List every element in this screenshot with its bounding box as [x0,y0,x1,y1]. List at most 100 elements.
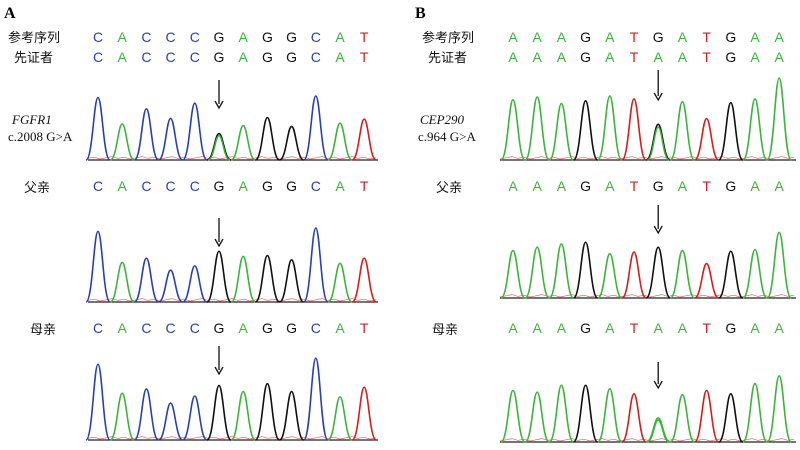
panel-b-mother-peak [524,391,550,443]
panel-a-proband-arrow-head [214,100,224,110]
panel-a-mother-base: C [141,320,151,336]
panel-a-father-base: C [311,178,321,194]
panel-b-father-peak [621,251,647,299]
panel-a-proband-base: C [311,49,321,65]
panel-b-ref-base: G [653,29,664,45]
panel-a-ref-base: C [311,29,321,45]
panel-b-proband-peak [548,102,575,161]
panel-b-proband-base: A [654,49,664,65]
panel-letter-b: B [415,5,426,22]
panel-a-mother-peak [327,396,353,441]
panel-a-ref-base: C [141,29,151,45]
panel-a-father-base: A [239,178,249,194]
panel-a-mother-peak [230,390,256,441]
panel-a-proband-base: A [118,49,128,65]
panel-b-mother-peak [742,382,768,443]
panel-a-mother-base: G [286,320,297,336]
panel-a-mother-base: C [166,320,176,336]
panel-b-mother-base: T [630,320,639,336]
panel-a-father-peak [206,250,232,303]
panel-a-ref-base: C [93,29,103,45]
panel-b-mother-peak [766,374,792,443]
panel-b-father-arrow-head [653,225,663,235]
panel-b-mother-arrow-head [653,380,663,390]
panel-a-ref-base: A [118,29,128,45]
panel-b-mother-peak [597,387,623,443]
panel-b-mother-base: A [775,320,785,336]
panel-a-ref-base: G [286,29,297,45]
panel-a-mother-base: G [262,320,273,336]
panel-b-proband-base: T [630,49,639,65]
panel-a-proband-secondary-peak [207,134,231,161]
panel-b-father-peak [742,248,768,299]
panel-a-mother-base: A [239,320,249,336]
panel-b-father-peak [718,250,744,299]
panel-a-proband-peak [230,124,256,161]
panel-a-mother-peak [158,402,184,441]
panel-a-father-peak [327,262,353,303]
panel-b-father-base: A [557,178,567,194]
panel-b-ref-base: T [702,29,711,45]
panel-b-father-peak [572,241,599,299]
panel-a-proband-peak [254,116,281,161]
panel-b-proband-noise-trace [499,156,795,160]
panel-a-proband-peak [85,96,111,161]
panel-b-father-base: A [605,178,615,194]
panel-a-father-base: G [262,178,273,194]
panel-b-proband-base: A [775,49,785,65]
panel-b-father-peak [500,249,526,299]
panel-b-proband-base: A [750,49,760,65]
panel-b-father-peak [597,252,623,299]
panel-b-proband-arrow-head [653,92,663,102]
panel-a-proband-peak [157,117,184,161]
panel-a-mother-peak [254,382,281,441]
panel-b-father-base: A [750,178,760,194]
panel-b-mother-base: A [654,320,664,336]
panel-b-mother-base: A [557,320,567,336]
panel-b-father-base: G [653,178,664,194]
panel-a-father-base: C [190,178,200,194]
panel-b-proband-base: A [533,49,543,65]
panel-a-father-base: A [335,178,345,194]
panel-a-ref-base: T [360,29,369,45]
panel-b-father-peak [524,246,550,299]
panel-b-mother-noise-trace [499,438,795,442]
panel-b-father-peak [645,246,671,299]
panel-a-mother-peak [303,357,329,441]
panel-b-mother-peak [645,417,671,443]
panel-b-mother-base: A [533,320,543,336]
panel-b-proband-label: 先证者 [428,51,467,66]
panel-a-mother-base: C [93,320,103,336]
panel-b-ref-base: A [533,29,543,45]
panel-a-proband-base: C [166,49,176,65]
panel-a-father-base: C [166,178,176,194]
panel-a-proband-base: A [335,49,345,65]
panel-b-mother-base: A [750,320,760,336]
panel-a-father-peak [85,230,111,303]
panel-a-father-base: G [214,178,225,194]
panel-b-mother-peak [718,393,744,443]
panel-b-mother-peak [669,393,696,443]
panel-a-proband-base: G [262,49,273,65]
panel-b-ref-base: G [725,29,736,45]
panel-a-proband-peak [206,132,232,161]
panel-a-proband-base: G [214,49,225,65]
panel-a-father-base: C [93,178,103,194]
panel-b-ref-base: A [775,29,785,45]
panel-a-mother-peak [278,390,305,441]
panel-b-proband-peak [621,98,647,161]
panel-b-father-base: A [678,178,688,194]
panel-a-gene-name: FGFR1 [11,112,52,127]
panel-a-ref-base: C [166,29,176,45]
panel-a-mother-base: G [214,320,225,336]
panel-b-father-noise-trace [499,294,795,298]
panel-b-mother-peak [572,384,599,443]
panel-b-proband-peak [718,101,744,161]
panel-b-reference-label: 参考序列 [422,30,474,46]
panel-b-proband-base: T [702,49,711,65]
panel-b-mother-peak [621,393,647,443]
panel-a-father-peak [254,254,281,303]
panel-a-variant: c.2008 G>A [8,129,73,144]
panel-a-proband-peak [351,118,377,161]
